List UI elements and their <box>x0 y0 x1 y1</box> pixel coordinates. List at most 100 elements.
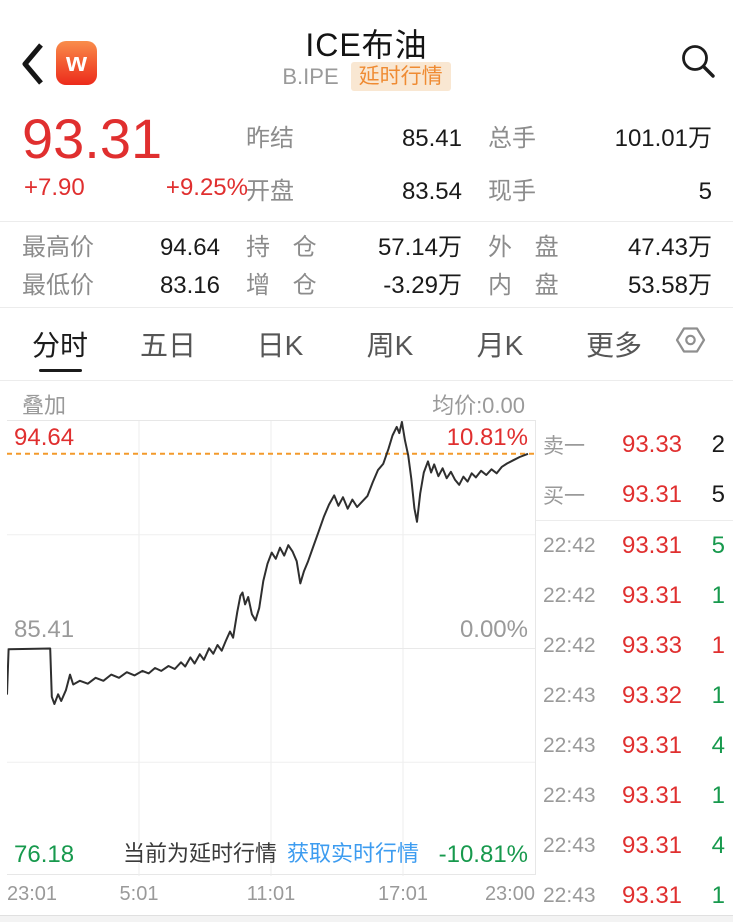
trade-price: 93.32 <box>621 682 683 709</box>
field-label: 总手 <box>488 125 536 152</box>
time-tick: 5:01 <box>119 883 159 905</box>
chart-high-price: 94.64 <box>14 424 75 451</box>
stat-value: 57.14万 <box>377 234 462 261</box>
trade-row: 22:42 93.33 1 <box>535 621 733 671</box>
trade-qty: 5 <box>711 532 725 559</box>
ask-qty: 2 <box>711 431 725 458</box>
trade-price: 93.31 <box>621 782 683 809</box>
stat-label: 最高价 <box>22 234 94 261</box>
stat-label: 内 盘 <box>488 272 559 299</box>
time-tick: 17:01 <box>377 883 429 905</box>
selected-tab-underline <box>39 369 82 372</box>
stat-value: 94.64 <box>159 234 220 261</box>
trade-time: 22:42 <box>543 584 596 607</box>
delayed-quote-notice: 当前为延时行情 获取实时行情 <box>7 836 535 868</box>
trade-price: 93.31 <box>621 832 683 859</box>
trade-time: 22:43 <box>543 734 596 757</box>
chart-high-percent: 10.81% <box>446 424 528 451</box>
trade-row: 22:43 93.31 4 <box>535 721 733 771</box>
order-book-panel[interactable]: 卖一 93.33 2 买一 93.31 5 22:42 93.31 5 22:4… <box>535 420 733 915</box>
stat-label: 增 仓 <box>246 272 317 299</box>
ask-label: 卖一 <box>543 435 585 458</box>
trade-price: 93.31 <box>621 732 683 759</box>
chart-low-percent: -10.81% <box>438 841 528 868</box>
chevron-left-icon <box>22 43 43 85</box>
instrument-code: B.IPE <box>282 63 339 89</box>
stat-label: 外 盘 <box>488 234 559 261</box>
back-button[interactable] <box>14 40 52 88</box>
stat-value: 53.58万 <box>627 272 712 299</box>
chart-zero-percent: 0.00% <box>459 616 528 643</box>
trade-price: 93.31 <box>621 582 683 609</box>
trade-time: 22:43 <box>543 684 596 707</box>
trade-row: 22:42 93.31 1 <box>535 571 733 621</box>
trade-price: 93.31 <box>621 532 683 559</box>
search-button[interactable] <box>679 42 719 82</box>
field-label: 现手 <box>488 178 536 205</box>
trade-time: 22:43 <box>543 884 596 907</box>
wind-app-logo[interactable]: w <box>56 41 97 85</box>
average-price-label: 均价:0.00 <box>432 393 525 418</box>
trade-qty: 1 <box>711 682 725 709</box>
trade-time: 22:43 <box>543 784 596 807</box>
tab-weekly-k[interactable]: 周K <box>366 330 414 361</box>
intraday-chart[interactable]: 94.64 10.81% 85.41 0.00% 76.18 -10.81% 当… <box>7 420 535 876</box>
page-title: ICE布油 <box>305 27 428 63</box>
tab-more[interactable]: 更多 <box>585 330 643 361</box>
delayed-quote-badge: 延时行情 <box>350 62 451 92</box>
delayed-quote-text: 当前为延时行情 <box>122 841 277 866</box>
trade-time: 22:42 <box>543 634 596 657</box>
price-polyline <box>7 421 529 705</box>
trade-row: 22:42 93.31 5 <box>535 521 733 571</box>
next-section-edge <box>0 915 733 922</box>
tab-5day[interactable]: 五日 <box>139 330 197 361</box>
bid-row: 买一 93.31 5 <box>535 470 733 520</box>
search-icon <box>682 45 715 78</box>
trade-qty: 1 <box>711 582 725 609</box>
trade-price: 93.31 <box>621 882 683 909</box>
stat-value: 47.43万 <box>627 234 712 261</box>
stat-value: 83.16 <box>159 272 220 299</box>
chart-settings-button[interactable] <box>673 325 707 360</box>
stat-label: 持 仓 <box>246 234 317 261</box>
trade-qty: 4 <box>711 832 725 859</box>
trade-qty: 4 <box>711 732 725 759</box>
tab-daily-k[interactable]: 日K <box>256 330 304 361</box>
ask-price: 93.33 <box>621 431 683 458</box>
trade-row: 22:43 93.31 4 <box>535 821 733 871</box>
overlay-button[interactable]: 叠加 <box>22 393 67 418</box>
last-price: 93.31 <box>22 107 163 170</box>
tab-monthly-k[interactable]: 月K <box>476 330 524 361</box>
stat-label: 最低价 <box>22 272 94 299</box>
trade-row: 22:43 93.31 1 <box>535 771 733 821</box>
field-label: 昨结 <box>246 125 294 152</box>
trade-qty: 1 <box>711 632 725 659</box>
trade-qty: 1 <box>711 782 725 809</box>
trade-row: 22:43 93.31 1 <box>535 871 733 921</box>
trade-row: 22:43 93.32 1 <box>535 671 733 721</box>
chart-low-price: 76.18 <box>14 841 75 868</box>
field-value: 101.01万 <box>614 125 712 152</box>
get-realtime-quote-link[interactable]: 获取实时行情 <box>287 841 420 866</box>
price-change: +7.90 <box>24 174 85 201</box>
panel-divider <box>535 420 536 875</box>
trade-price: 93.33 <box>621 632 683 659</box>
stats-section: 最高价 94.64 持 仓 57.14万 外 盘 47.43万 最低价 83.1… <box>0 221 733 308</box>
panel-separator <box>535 520 733 521</box>
wind-logo-letter: w <box>65 46 87 77</box>
trade-time: 22:42 <box>543 534 596 557</box>
price-change-percent: +9.25% <box>165 174 248 201</box>
bid-price: 93.31 <box>621 481 683 508</box>
tab-minute[interactable]: 分时 <box>31 330 89 361</box>
field-value: 85.41 <box>401 125 462 152</box>
time-tick: 23:01 <box>7 883 58 905</box>
ask-row: 卖一 93.33 2 <box>535 420 733 470</box>
bid-label: 买一 <box>543 485 585 508</box>
time-tick: 11:01 <box>246 883 296 905</box>
field-value: 83.54 <box>401 178 462 205</box>
chart-prev-settle: 85.41 <box>14 616 75 643</box>
price-line-chart <box>7 421 535 876</box>
chart-period-tabs: 分时 五日 日K 周K 月K 更多 <box>0 308 733 381</box>
time-tick: 23:00 <box>484 883 535 905</box>
